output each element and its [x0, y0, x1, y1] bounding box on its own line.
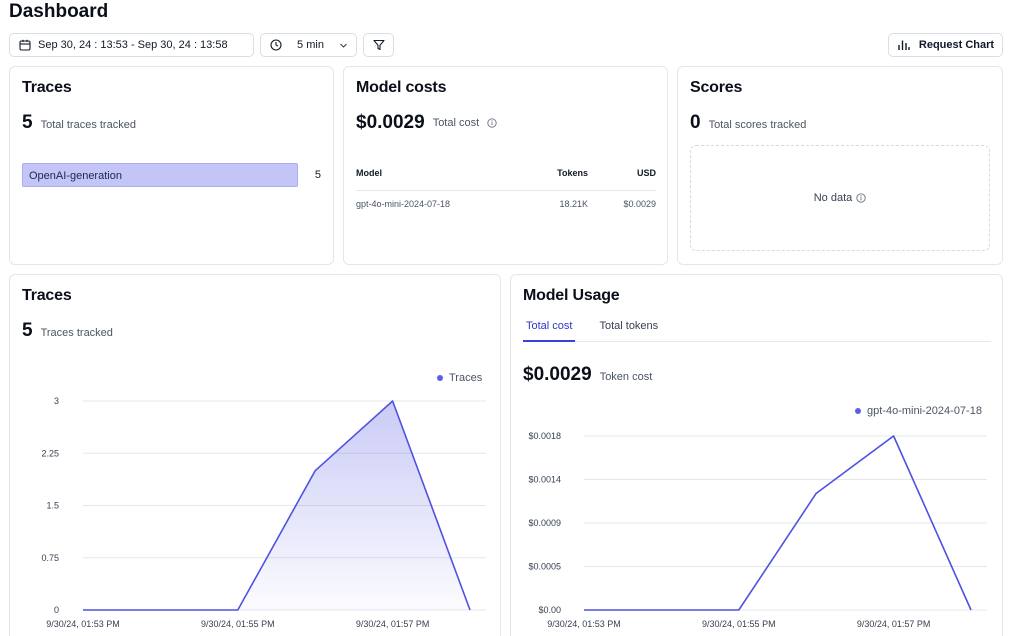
- chevron-down-icon: [340, 43, 347, 48]
- traces-chart-title: Traces: [22, 287, 72, 304]
- column-header-tokens: Tokens: [557, 168, 588, 178]
- cell-model: gpt-4o-mini-2024-07-18: [356, 199, 451, 209]
- y-tick-label: $0.00: [538, 605, 561, 615]
- chart-legend: Traces: [437, 372, 482, 384]
- scores-title: Scores: [690, 79, 743, 96]
- column-header-usd: USD: [636, 168, 656, 178]
- model-usage-card: Model Usage Total cost Total tokens $0.0…: [510, 274, 1003, 636]
- traces-chart-card: Traces 5 Traces tracked Traces 0 0.75 1.5 2…: [9, 274, 501, 636]
- page-title: Dashboard: [9, 1, 109, 22]
- model-costs-title: Model costs: [356, 79, 447, 96]
- traces-total: 5 Total traces tracked: [22, 112, 136, 134]
- scores-total-value: 0: [690, 112, 701, 133]
- traces-chart-total-value: 5: [22, 320, 33, 341]
- legend-dot: [437, 375, 443, 381]
- y-tick-label: 3: [54, 396, 59, 406]
- y-tick-label: $0.0009: [528, 518, 561, 528]
- date-range-label: Sep 30, 24 : 13:53 - Sep 30, 24 : 13:58: [38, 39, 228, 51]
- y-tick-label: $0.0005: [528, 562, 561, 572]
- model-usage-tabs: Total cost Total tokens: [523, 320, 991, 342]
- calendar-icon: [19, 39, 31, 51]
- y-tick-label: 0: [54, 605, 59, 615]
- series-area: [83, 401, 470, 610]
- interval-select[interactable]: 5 min: [260, 33, 357, 57]
- traces-total-value: 5: [22, 112, 33, 133]
- filter-icon: [372, 39, 385, 51]
- x-tick-label: 9/30/24, 01:55 PM: [201, 619, 275, 629]
- y-tick-label: $0.0018: [528, 431, 561, 441]
- y-tick-label: 1.5: [46, 501, 59, 511]
- traces-chart-total: 5 Traces tracked: [22, 320, 113, 342]
- trace-bar-count: 5: [314, 169, 321, 181]
- filter-button[interactable]: [363, 33, 394, 57]
- trace-bar-label: OpenAI-generation: [29, 170, 122, 182]
- traces-area-chart: 0 0.75 1.5 2.25 3 9/30/24, 01:53 PM 9/30/24, 0…: [41, 396, 486, 629]
- request-chart-button[interactable]: Request Chart: [888, 33, 1003, 57]
- legend-dot: [855, 408, 861, 414]
- legend-label: gpt-4o-mini-2024-07-18: [867, 405, 982, 417]
- model-costs-table: Model Tokens USD gpt-4o-mini-2024-07-18 …: [356, 168, 656, 209]
- model-costs-card: Model costs $0.0029 Total cost Model Tok…: [343, 66, 668, 265]
- table-row: gpt-4o-mini-2024-07-18 18.21K $0.0029: [356, 191, 656, 209]
- tab-total-cost[interactable]: Total cost: [523, 320, 576, 342]
- y-tick-label: 2.25: [41, 448, 59, 458]
- series-line: [83, 400, 471, 611]
- trace-bar-item[interactable]: OpenAI-generation: [22, 163, 298, 187]
- cell-tokens: 18.21K: [559, 199, 588, 209]
- scores-total-label: Total scores tracked: [708, 119, 807, 131]
- x-tick-label: 9/30/24, 01:53 PM: [547, 619, 621, 629]
- traces-total-label: Total traces tracked: [40, 119, 136, 131]
- date-range-picker[interactable]: Sep 30, 24 : 13:53 - Sep 30, 24 : 13:58: [9, 33, 254, 57]
- scores-empty-state: No data: [690, 145, 990, 251]
- model-costs-total-value: $0.0029: [356, 112, 425, 133]
- x-tick-label: 9/30/24, 01:55 PM: [702, 619, 776, 629]
- y-tick-label: 0.75: [41, 553, 59, 563]
- model-costs-total-label: Total cost: [432, 117, 480, 129]
- model-usage-line-chart: $0.00 $0.0005 $0.0009 $0.0014 $0.0018 9/30/24…: [528, 431, 987, 629]
- x-tick-label: 9/30/24, 01:53 PM: [46, 619, 120, 629]
- traces-card-title: Traces: [22, 79, 72, 96]
- info-icon[interactable]: [487, 118, 497, 128]
- model-usage-total-value: $0.0029: [523, 364, 592, 385]
- tab-total-tokens[interactable]: Total tokens: [599, 320, 659, 332]
- model-usage-title: Model Usage: [523, 287, 620, 304]
- traces-card: Traces 5 Total traces tracked OpenAI-gen…: [9, 66, 334, 265]
- series-line: [584, 435, 972, 611]
- info-icon[interactable]: [856, 193, 866, 203]
- cell-usd: $0.0029: [623, 199, 656, 209]
- scores-total: 0 Total scores tracked: [690, 112, 806, 134]
- chart-legend: gpt-4o-mini-2024-07-18: [855, 405, 982, 417]
- traces-chart-total-label: Traces tracked: [40, 327, 113, 339]
- scores-card: Scores 0 Total scores tracked No data: [677, 66, 1003, 265]
- legend-label: Traces: [449, 372, 483, 384]
- request-chart-label: Request Chart: [918, 39, 995, 51]
- interval-label: 5 min: [297, 39, 324, 51]
- clock-icon: [270, 39, 282, 51]
- x-tick-label: 9/30/24, 01:57 PM: [857, 619, 931, 629]
- no-data-label: No data: [813, 192, 853, 204]
- column-header-model: Model: [356, 168, 382, 178]
- y-tick-label: $0.0014: [528, 475, 561, 485]
- table-header: Model Tokens USD: [356, 168, 656, 191]
- bar-chart-icon: [898, 40, 910, 50]
- model-costs-total: $0.0029 Total cost: [356, 112, 497, 134]
- model-usage-total-label: Token cost: [599, 371, 653, 383]
- x-tick-label: 9/30/24, 01:57 PM: [356, 619, 430, 629]
- model-usage-total: $0.0029 Token cost: [523, 364, 652, 386]
